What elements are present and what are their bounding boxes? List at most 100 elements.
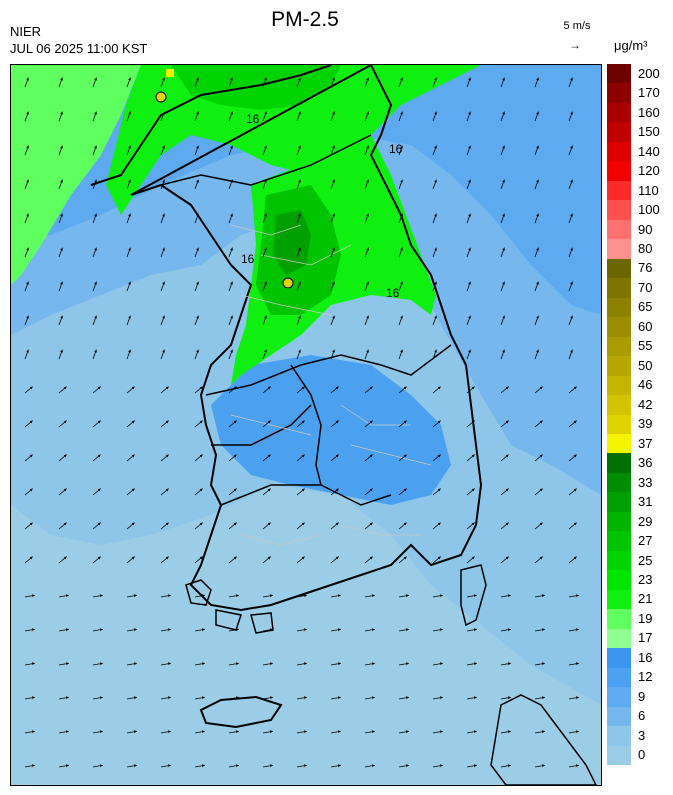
wind-arrow-head [94, 247, 97, 251]
legend-label: 17 [638, 630, 653, 646]
wind-arrow-head [94, 145, 97, 149]
wind-arrow-head [199, 454, 203, 458]
wind-arrow-head [372, 764, 375, 768]
wind-arrow-head [100, 764, 103, 768]
wind-arrow-head [230, 111, 233, 115]
wind-arrow-head [267, 386, 271, 390]
wind-arrow-head [29, 556, 33, 560]
north-green [106, 65, 481, 215]
wind-arrow-head [502, 315, 505, 319]
org-label: NIER [10, 24, 42, 39]
wind-arrow-head [468, 315, 471, 319]
wind-arrow-head [165, 522, 169, 526]
wind-arrow-head [97, 522, 101, 526]
wind-arrow-head [400, 179, 403, 183]
wind-arrow-head [434, 179, 437, 183]
wind-arrow-head [366, 179, 369, 183]
wind-arrow-head [301, 454, 305, 458]
wind-arrow-head [570, 247, 573, 251]
legend-swatch [607, 414, 631, 435]
wind-arrow-head [298, 111, 301, 115]
legend-swatch [607, 589, 631, 610]
wind-arrow-head [332, 213, 335, 217]
wind-arrow-head [335, 488, 339, 492]
wind-arrow-head [366, 77, 369, 81]
legend-swatch [607, 239, 631, 260]
wind-arrow-head [29, 454, 33, 458]
wind-arrow-head [536, 281, 539, 285]
wind-arrow-head [502, 111, 505, 115]
wind-arrow-head [502, 213, 505, 217]
wind-arrow-head [66, 594, 69, 598]
wind-arrow-head [298, 77, 301, 81]
wind-arrow-head [63, 386, 67, 390]
wind-arrow-head [128, 213, 131, 217]
wind-arrow-head [505, 488, 509, 492]
pm25-map: 16 16 16 16 [10, 64, 602, 786]
wind-arrow-head [301, 386, 305, 390]
wind-arrow-head [202, 662, 205, 666]
wind-arrow-head [440, 730, 443, 734]
legend-label: 80 [638, 240, 653, 256]
wind-arrow-head [162, 213, 165, 217]
wind-arrow-head [304, 696, 307, 700]
wind-arrow-head [301, 522, 305, 526]
wind-arrow-head [570, 111, 573, 115]
wind-arrow-head [63, 488, 67, 492]
wind-arrow-head [301, 420, 305, 424]
wind-arrow-head [165, 488, 169, 492]
wind-arrow-head [26, 247, 29, 251]
wind-arrow-head [366, 315, 369, 319]
wind-arrow-head [270, 594, 273, 598]
wind-arrow-head [196, 315, 199, 319]
legend-label: 6 [638, 708, 646, 724]
wind-arrow-head [199, 488, 203, 492]
contour-label: 16 [241, 252, 255, 266]
wind-arrow-head [100, 696, 103, 700]
wind-arrow-head [440, 594, 443, 598]
wind-arrow-head [236, 764, 239, 768]
wind-arrow-head [60, 179, 63, 183]
wind-arrow-head [406, 764, 409, 768]
wind-arrow-head [131, 488, 135, 492]
wind-arrow-head [264, 281, 267, 285]
wind-arrow-head [539, 386, 543, 390]
wind-arrow-head [202, 696, 205, 700]
wind-arrow-head [539, 420, 543, 424]
wind-arrow-head [400, 247, 403, 251]
wind-arrow-head [542, 628, 545, 632]
wind-arrow-head [66, 696, 69, 700]
wind-arrow-head [471, 556, 475, 560]
wind-arrow-head [400, 315, 403, 319]
wind-arrow-head [570, 77, 573, 81]
wind-arrow-head [94, 77, 97, 81]
wind-arrow-head [134, 662, 137, 666]
legend-swatch [607, 628, 631, 649]
wind-arrow-head [468, 77, 471, 81]
wind-arrow-head [332, 247, 335, 251]
wind-arrow-head [576, 730, 579, 734]
wind-arrow-head [502, 349, 505, 353]
wind-arrow-head [536, 315, 539, 319]
legend-label: 170 [638, 85, 660, 101]
wind-arrow-head [403, 420, 407, 424]
wind-arrow-head [369, 522, 373, 526]
wind-arrow-head [542, 696, 545, 700]
wind-arrow-head [100, 662, 103, 666]
color-legend [607, 64, 631, 766]
wind-arrow-head [403, 522, 407, 526]
wind-scale-label: 5 m/s [563, 20, 591, 32]
hotspot-north [166, 69, 174, 77]
wind-arrow-head [162, 315, 165, 319]
wind-arrow-head [437, 556, 441, 560]
legend-label: 3 [638, 727, 646, 743]
wind-arrow-head [400, 77, 403, 81]
wind-arrow-head [573, 386, 577, 390]
wind-arrow-head [536, 145, 539, 149]
wind-arrow-head [338, 764, 341, 768]
wind-arrow-head [165, 420, 169, 424]
legend-label: 27 [638, 533, 653, 549]
wind-arrow-head [236, 594, 239, 598]
wind-arrow-head [539, 454, 543, 458]
wind-arrow-head [573, 556, 577, 560]
